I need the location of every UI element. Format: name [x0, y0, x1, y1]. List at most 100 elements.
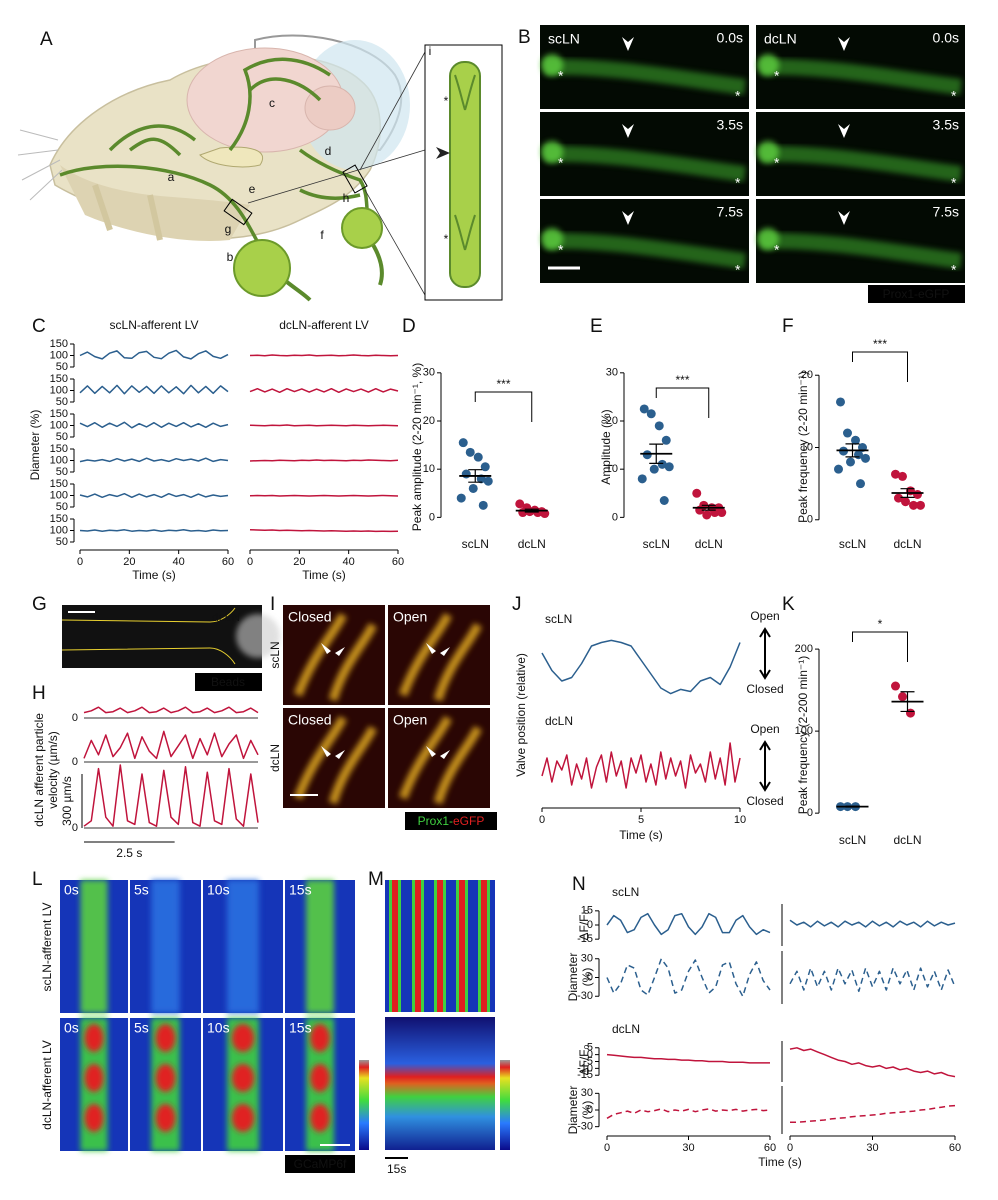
y-tick-label: 0 [587, 971, 593, 983]
valves [454, 74, 476, 251]
y-tick-label: 150 [50, 478, 68, 490]
part-label: h [343, 191, 350, 205]
y-tick-label: 50 [56, 536, 68, 548]
trace [606, 1108, 771, 1119]
vessel-outline [61, 607, 236, 665]
data-point [649, 464, 659, 474]
trace [541, 742, 741, 789]
panel-a-illustration [17, 34, 503, 302]
panel-letter: E [590, 316, 603, 337]
significance-bracket [852, 631, 908, 662]
stain-part: eGFP [453, 814, 484, 828]
data-point [664, 462, 674, 472]
y-tick-label: 50 [56, 501, 68, 513]
y-axis-label: (%) [580, 1101, 594, 1120]
y-axis-label: Amplitude (%) [599, 409, 613, 484]
arrowhead [321, 746, 345, 759]
part-label: c [269, 96, 275, 110]
time-label: 10s [207, 1020, 230, 1036]
y-tick-label: 0 [807, 807, 813, 819]
y-tick-label: 50 [56, 466, 68, 478]
y-axis-label: Valve position (relative) [514, 653, 528, 777]
y-tick-label: 100 [795, 725, 813, 737]
scale-label: 2.5 s [116, 846, 142, 860]
y-tick-label: 20 [423, 415, 435, 427]
trace [606, 912, 771, 936]
valve-glow [293, 612, 378, 702]
data-point [851, 435, 860, 445]
hot-spot [84, 1064, 104, 1092]
y-tick-label: 30 [581, 953, 593, 965]
trace [541, 639, 741, 695]
y-tick-label: 0 [587, 1104, 593, 1116]
data-point [861, 453, 870, 463]
trace [79, 384, 229, 395]
chart-title: scLN-afferent LV [110, 318, 199, 332]
row-label: scLN [268, 641, 282, 668]
valve-glow [398, 612, 483, 702]
asterisk: * [951, 262, 957, 278]
panel-letter: K [782, 594, 795, 615]
y-axis-label: Diameter [566, 953, 580, 1002]
part-label: d [325, 144, 332, 158]
data-point [692, 488, 702, 498]
error-bar [900, 691, 915, 713]
part-label: g [225, 222, 232, 236]
x-tick-label: 0 [247, 556, 253, 568]
colorbar [500, 1060, 510, 1150]
part-label: a [168, 170, 175, 184]
stain-label: Prox1-eGFP [418, 814, 485, 828]
x-tick-label: 30 [682, 1142, 694, 1154]
trace [249, 529, 399, 533]
data-point [456, 493, 466, 503]
x-axis-label: Time (s) [302, 568, 346, 582]
data-point [909, 500, 918, 510]
time-label: 5s [134, 1020, 149, 1036]
x-tick-label: 60 [392, 556, 404, 568]
node-glow [541, 228, 563, 250]
time-label: 3.5s [717, 117, 743, 133]
box-g [223, 198, 253, 226]
x-tick-label: dcLN [893, 833, 921, 847]
vessel-signal [306, 880, 334, 1013]
part-label: b [227, 250, 234, 264]
lymphatic-vessels [59, 57, 372, 266]
x-tick-label: scLN [643, 537, 670, 551]
vessel-glow [760, 232, 963, 269]
kymograph [385, 1017, 495, 1150]
error-bar [900, 488, 915, 498]
time-label: 15s [289, 1020, 312, 1036]
time-label: 7.5s [717, 204, 743, 220]
inset-vessel [449, 61, 481, 288]
trace [249, 494, 399, 497]
data-point [646, 409, 656, 419]
x-tick-label: 40 [173, 556, 185, 568]
trace [83, 706, 259, 714]
stain-box [868, 285, 965, 303]
stain-box [405, 812, 497, 830]
time-label: 0.0s [933, 30, 959, 46]
chart-title: dcLN [612, 1022, 640, 1036]
y-tick-label: 5 [587, 1042, 593, 1054]
y-tick-label: 50 [56, 396, 68, 408]
y-tick-label: 100 [50, 349, 68, 361]
panel-letter: M [368, 869, 384, 890]
y-tick-label: 0 [72, 756, 78, 768]
y-tick-label: 30 [606, 367, 618, 379]
x-axis-label: Time (s) [132, 568, 176, 582]
y-tick-label: 10 [801, 441, 813, 453]
significance: * [878, 617, 883, 631]
x-axis-label: Time (s) [758, 1155, 802, 1169]
chart-title: scLN [545, 612, 572, 626]
arrowhead [838, 37, 850, 51]
valve-glow [398, 715, 483, 805]
region-label: dcLN [212, 610, 240, 624]
time-label: 3.5s [933, 117, 959, 133]
node-glow [541, 141, 563, 163]
data-point [846, 457, 855, 467]
x-tick-label: 60 [764, 1142, 776, 1154]
data-point [717, 508, 727, 518]
y-axis-label: dcLN afferent particle [32, 713, 46, 827]
vessel-signal [80, 880, 108, 1013]
node-glow [757, 54, 779, 76]
